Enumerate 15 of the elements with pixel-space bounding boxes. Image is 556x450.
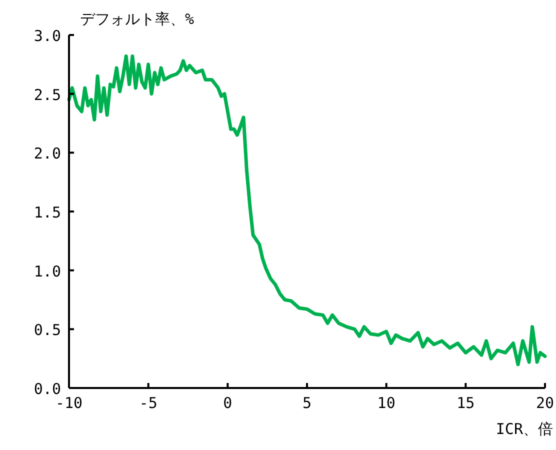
y-tick-label: 2.5 [34, 86, 61, 104]
x-tick-label: 5 [302, 394, 312, 412]
y-tick-label: 2.0 [34, 144, 61, 163]
y-tick-label: 1.0 [34, 262, 61, 280]
x-tick-label: 0 [223, 394, 232, 412]
x-tick-label: -5 [139, 394, 158, 412]
y-axis-title: デフォルト率、% [80, 10, 194, 28]
line-series [67, 54, 547, 366]
y-tick-label: 0.5 [34, 321, 61, 340]
x-axis-title: ICR、倍 [496, 420, 553, 438]
y-tick-label: 1.5 [34, 204, 61, 222]
x-tick-label: 15 [456, 394, 475, 412]
x-tick-label: 20 [536, 394, 554, 412]
x-tick-label: 10 [377, 394, 396, 412]
y-tick-label: 3.0 [34, 27, 61, 45]
